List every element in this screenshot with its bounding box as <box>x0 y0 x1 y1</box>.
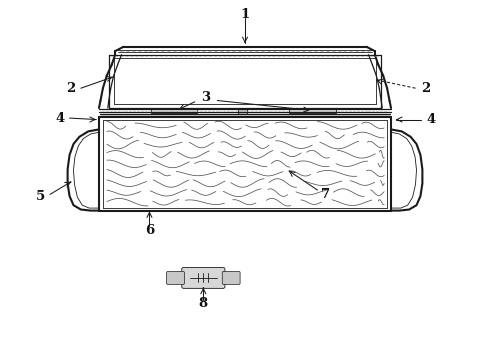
FancyBboxPatch shape <box>167 271 184 284</box>
Text: 4: 4 <box>55 112 64 125</box>
Text: 2: 2 <box>421 82 430 95</box>
Text: 5: 5 <box>36 190 45 203</box>
Text: 2: 2 <box>67 82 75 95</box>
Text: 7: 7 <box>321 188 330 201</box>
Text: 3: 3 <box>201 91 210 104</box>
Text: 1: 1 <box>241 8 249 21</box>
Text: 8: 8 <box>199 297 208 310</box>
Text: 4: 4 <box>427 113 436 126</box>
Bar <box>289 109 336 113</box>
Bar <box>151 109 197 113</box>
FancyBboxPatch shape <box>222 271 240 284</box>
Bar <box>238 109 247 114</box>
FancyBboxPatch shape <box>182 267 225 288</box>
Text: 6: 6 <box>145 224 154 237</box>
